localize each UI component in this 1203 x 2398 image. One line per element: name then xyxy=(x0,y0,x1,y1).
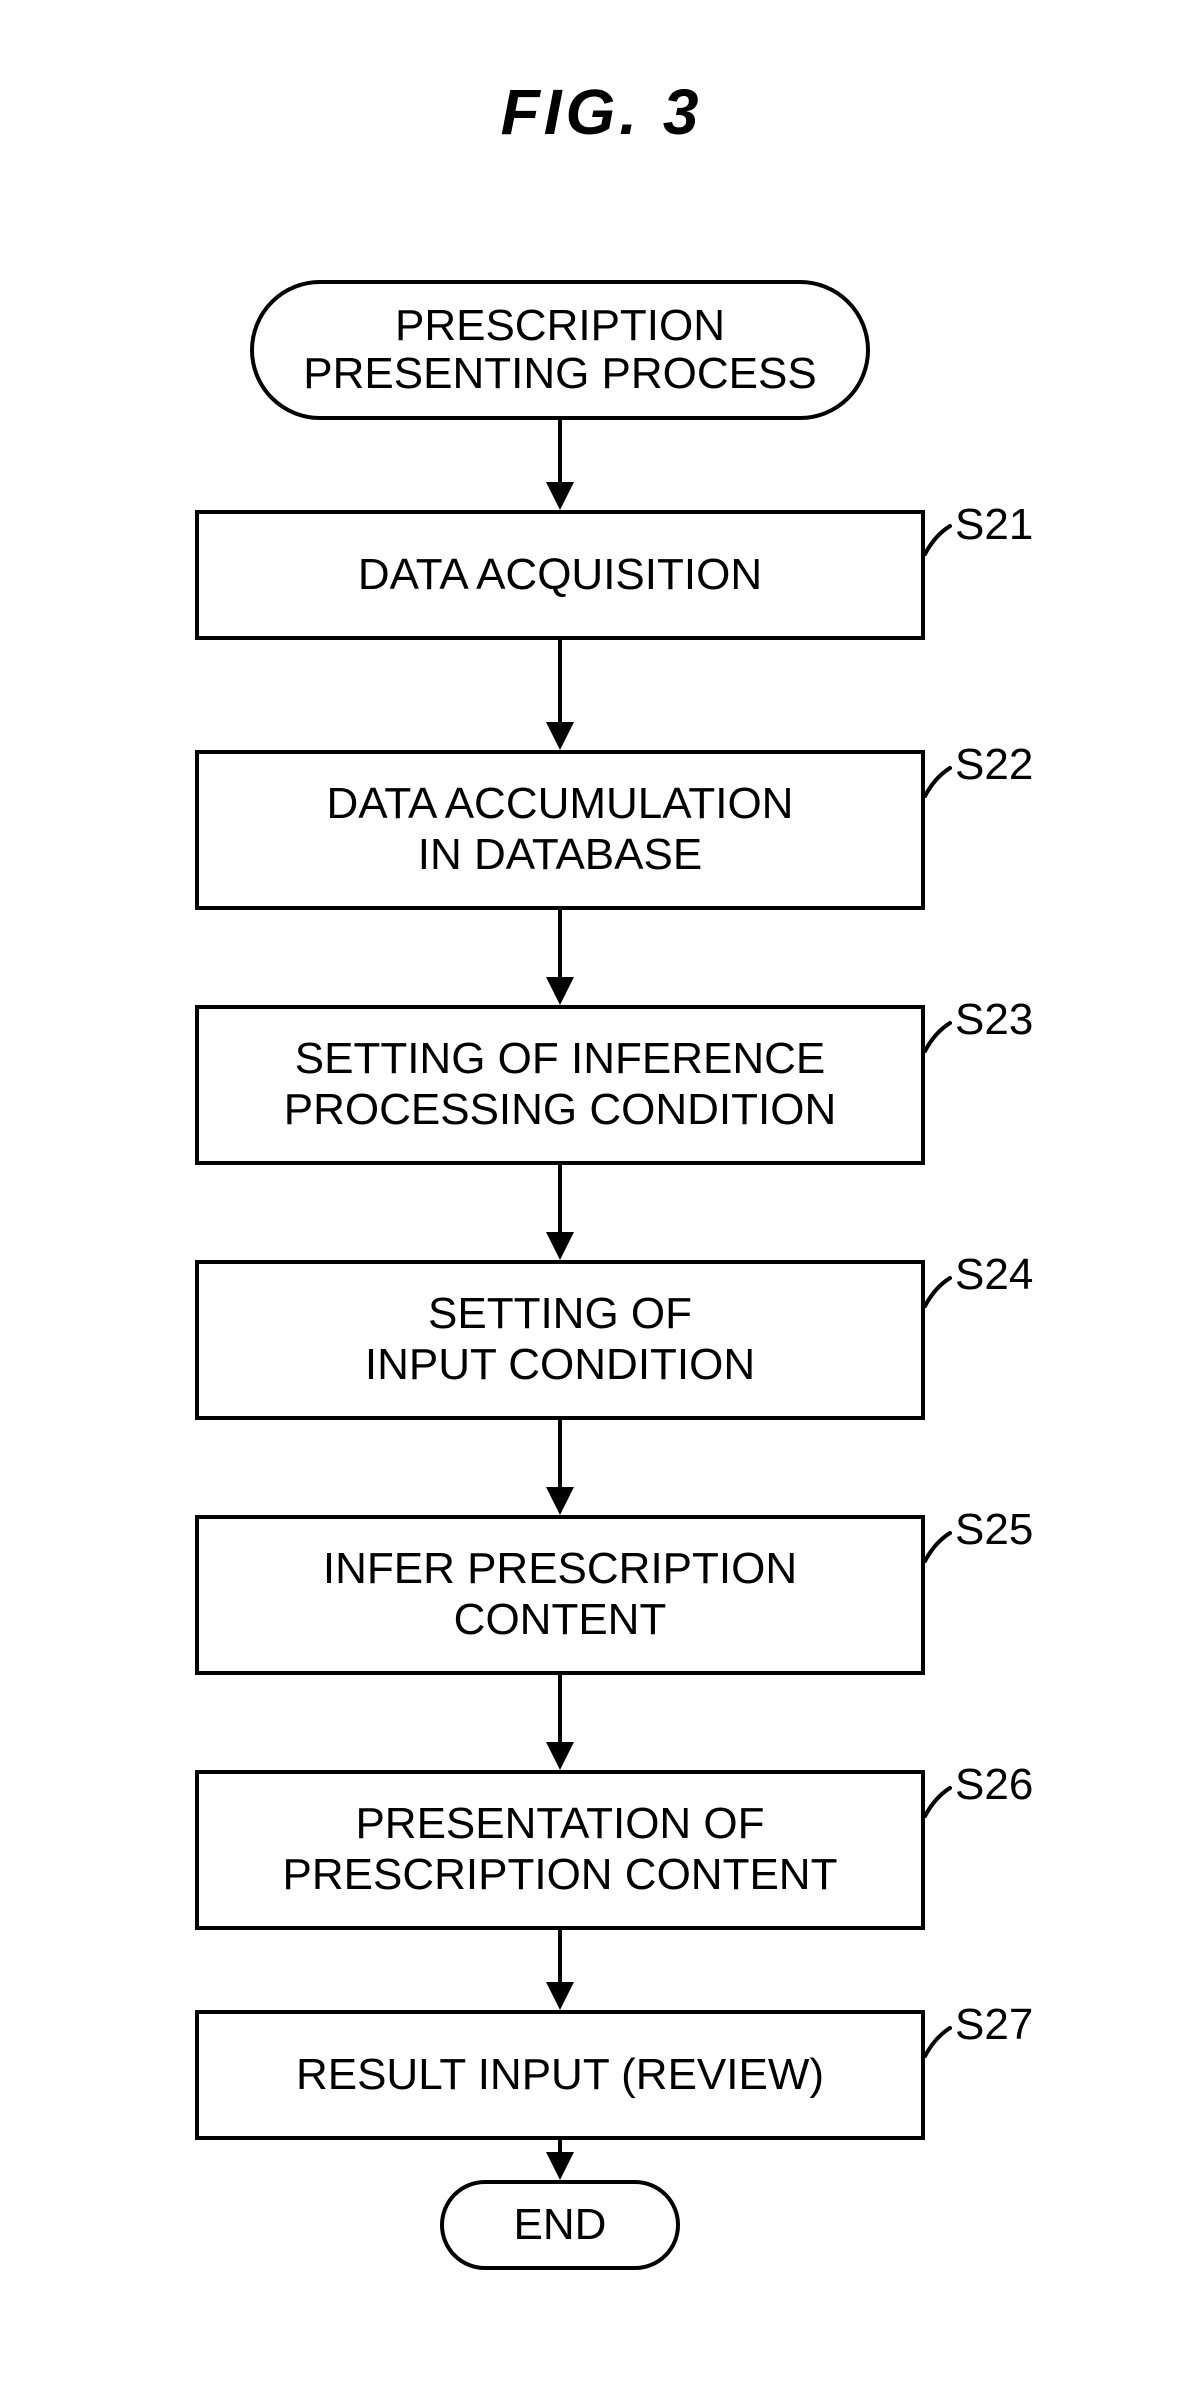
flowchart-canvas: FIG. 3 PRESCRIPTION PRESENTING PROCESS E… xyxy=(0,0,1203,2398)
process-step: DATA ACQUISITION xyxy=(195,510,925,640)
flow-arrow xyxy=(530,910,590,1005)
step-label: S21 xyxy=(955,500,1033,550)
process-step: INFER PRESCRIPTION CONTENT xyxy=(195,1515,925,1675)
step-label: S24 xyxy=(955,1250,1033,1300)
step-label-tick xyxy=(920,2022,952,2058)
step-label-tick xyxy=(920,762,952,798)
flow-arrow xyxy=(530,1675,590,1770)
terminator-end-text: END xyxy=(514,2201,607,2249)
step-label: S26 xyxy=(955,1760,1033,1810)
step-label: S25 xyxy=(955,1505,1033,1555)
terminator-end: END xyxy=(440,2180,680,2270)
step-label: S27 xyxy=(955,2000,1033,2050)
flow-arrow xyxy=(530,420,590,510)
step-label-tick xyxy=(920,1782,952,1818)
process-step: RESULT INPUT (REVIEW) xyxy=(195,2010,925,2140)
flow-arrow xyxy=(530,640,590,750)
flow-arrow xyxy=(530,1420,590,1515)
flow-arrow xyxy=(530,1930,590,2010)
step-label: S23 xyxy=(955,995,1033,1045)
step-label-tick xyxy=(920,1527,952,1563)
step-label-tick xyxy=(920,520,952,556)
figure-title: FIG. 3 xyxy=(0,75,1203,149)
process-step: PRESENTATION OF PRESCRIPTION CONTENT xyxy=(195,1770,925,1930)
terminator-start: PRESCRIPTION PRESENTING PROCESS xyxy=(250,280,870,420)
process-step: SETTING OF INPUT CONDITION xyxy=(195,1260,925,1420)
process-step: SETTING OF INFERENCE PROCESSING CONDITIO… xyxy=(195,1005,925,1165)
terminator-start-text: PRESCRIPTION PRESENTING PROCESS xyxy=(303,302,816,399)
flow-arrow xyxy=(530,1165,590,1260)
step-label-tick xyxy=(920,1272,952,1308)
step-label: S22 xyxy=(955,740,1033,790)
step-label-tick xyxy=(920,1017,952,1053)
flow-arrow xyxy=(530,2140,590,2180)
process-step: DATA ACCUMULATION IN DATABASE xyxy=(195,750,925,910)
